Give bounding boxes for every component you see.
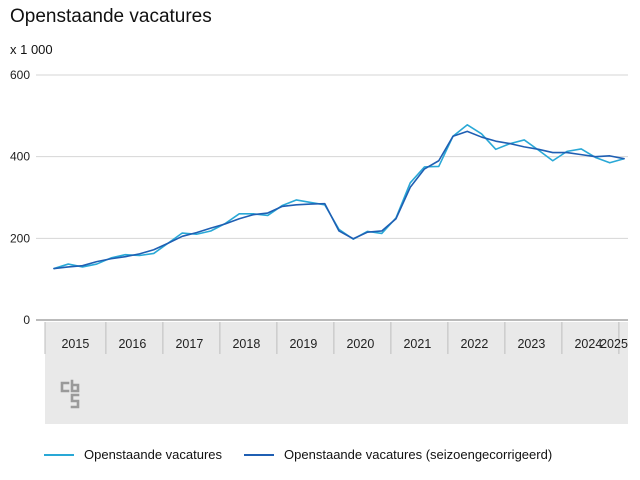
- x-axis-band: [45, 322, 628, 424]
- y-axis-unit-label: x 1 000: [10, 42, 53, 57]
- y-tick-label-200: 200: [10, 231, 30, 245]
- legend-item-adjusted[interactable]: Openstaande vacatures (seizoengecorrigee…: [244, 447, 552, 462]
- legend-item-raw[interactable]: Openstaande vacatures: [44, 447, 222, 462]
- y-tick-label-600: 600: [10, 68, 30, 82]
- x-tick-label-2019: 2019: [289, 337, 317, 351]
- legend-swatch-raw: [44, 453, 74, 456]
- y-tick-label-0: 0: [23, 313, 30, 327]
- x-tick-label-2015: 2015: [61, 337, 89, 351]
- x-tick-label-2022: 2022: [460, 337, 488, 351]
- x-tick-label-2018: 2018: [232, 337, 260, 351]
- series-line-1: [53, 130, 625, 270]
- legend-swatch-adjusted: [244, 453, 275, 456]
- logo-stroke-2: [70, 393, 80, 409]
- chart-title: Openstaande vacatures: [10, 6, 212, 27]
- x-tick-label-2017: 2017: [175, 337, 203, 351]
- x-tick-label-2025: 2025: [600, 337, 628, 351]
- x-tick-label-2024: 2024: [574, 337, 602, 351]
- x-tick-label-2016: 2016: [118, 337, 146, 351]
- x-tick-label-2021: 2021: [403, 337, 431, 351]
- series-line-0: [53, 124, 625, 270]
- logo-stroke-1: [70, 379, 80, 393]
- x-tick-label-2023: 2023: [517, 337, 545, 351]
- x-tick-label-2020: 2020: [346, 337, 374, 351]
- cbs-logo-icon: [60, 379, 80, 409]
- logo-stroke-0: [60, 381, 70, 393]
- y-tick-label-400: 400: [10, 150, 30, 164]
- legend-label-adjusted: Openstaande vacatures (seizoengecorrigee…: [284, 447, 553, 462]
- chart-legend: Openstaande vacatures Openstaande vacatu…: [44, 447, 574, 462]
- legend-label-raw: Openstaande vacatures: [84, 447, 223, 462]
